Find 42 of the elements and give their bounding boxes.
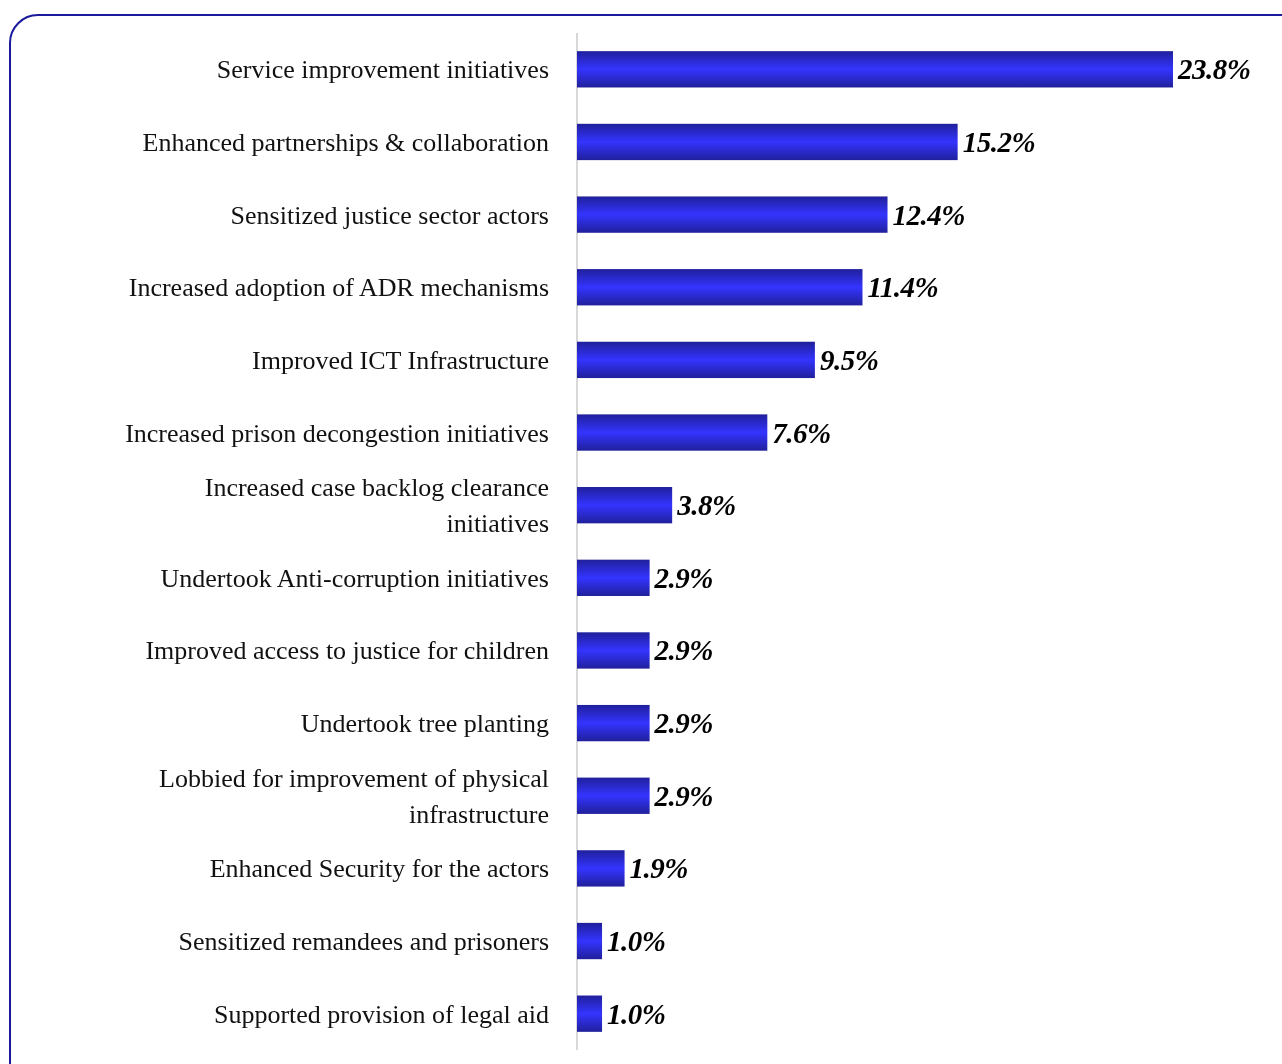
bar bbox=[577, 51, 1173, 88]
bar bbox=[577, 414, 768, 451]
bar bbox=[577, 704, 650, 742]
bar bbox=[577, 995, 603, 1032]
y-tick-label: Supported provision of legal aid bbox=[213, 999, 549, 1029]
data-label: 11.4% bbox=[867, 271, 939, 304]
data-label: 2.9% bbox=[653, 561, 714, 594]
data-label: 2.9% bbox=[653, 779, 714, 812]
data-label: 12.4% bbox=[892, 198, 965, 231]
data-label: 7.6% bbox=[772, 416, 831, 449]
y-tick-label: Sensitized remandees and prisoners bbox=[178, 926, 549, 956]
y-tick-label: Improved access to justice for children bbox=[145, 635, 549, 665]
bar bbox=[577, 632, 650, 669]
bar bbox=[577, 850, 625, 887]
bar bbox=[577, 269, 863, 306]
y-tick-label: Increased case backlog clearance initiatives bbox=[204, 472, 549, 538]
y-tick-label: Undertook tree planting bbox=[300, 708, 549, 738]
data-label: 15.2% bbox=[962, 125, 1036, 158]
data-label: 23.8% bbox=[1177, 53, 1251, 86]
data-label: 3.8% bbox=[676, 489, 736, 522]
y-tick-label: Enhanced Security for the actors bbox=[209, 853, 549, 883]
y-tick-label: Lobbied for improvement of physical infrastructure bbox=[159, 763, 549, 829]
data-label: 2.9% bbox=[653, 634, 714, 667]
bar bbox=[577, 196, 888, 233]
y-tick-label: Increased prison decongestion initiatives bbox=[125, 418, 549, 448]
data-label: 9.5% bbox=[819, 343, 879, 376]
bar bbox=[577, 341, 815, 379]
y-tick-label: Improved ICT Infrastructure bbox=[252, 345, 549, 375]
data-label: 2.9% bbox=[653, 707, 714, 740]
y-tick-label: Sensitized justice sector actors bbox=[230, 200, 549, 230]
y-tick-label: Enhanced partnerships & collaboration bbox=[142, 127, 549, 157]
bar bbox=[577, 123, 958, 161]
y-tick-label: Undertook Anti-corruption initiatives bbox=[160, 563, 549, 593]
bar bbox=[577, 922, 603, 960]
data-label: 1.0% bbox=[607, 997, 666, 1030]
y-tick-label: Increased adoption of ADR mechanisms bbox=[128, 272, 549, 302]
bar bbox=[577, 487, 673, 524]
y-tick-label: Service improvement initiatives bbox=[216, 54, 549, 84]
data-label: 1.0% bbox=[607, 925, 666, 958]
bar bbox=[577, 777, 650, 814]
bar bbox=[577, 559, 650, 596]
data-label: 1.9% bbox=[629, 852, 688, 885]
